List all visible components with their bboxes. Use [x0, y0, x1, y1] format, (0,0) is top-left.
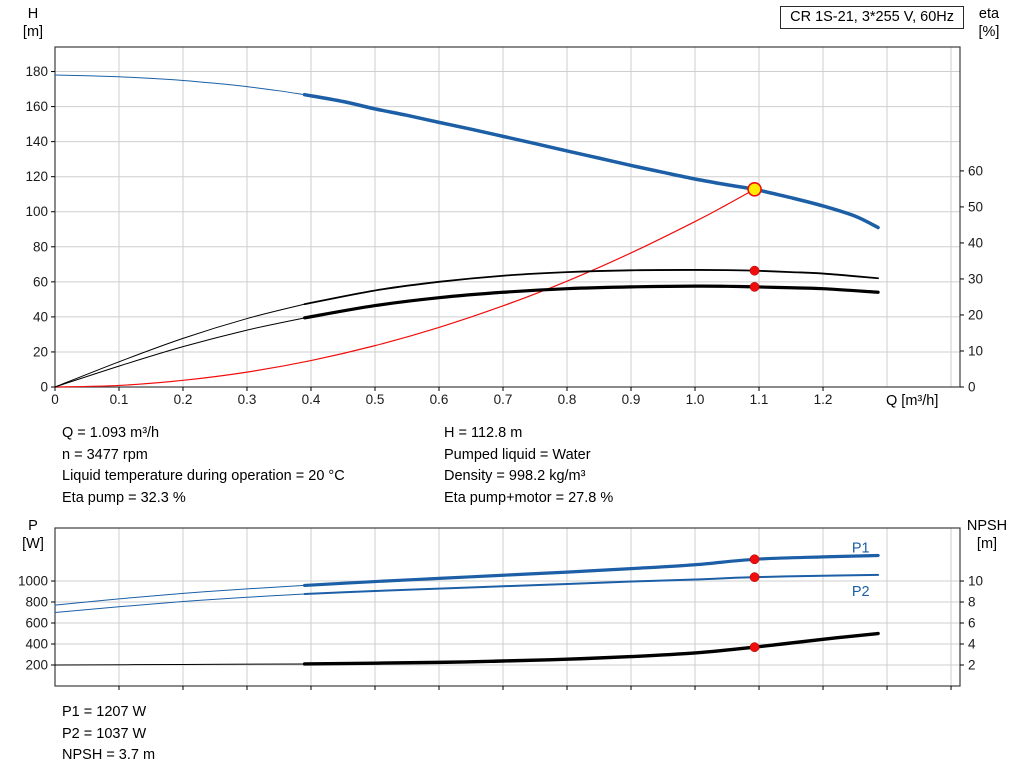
y-right-tick-label: 20 [968, 307, 983, 322]
npsh-dot [749, 642, 760, 653]
npsh-curve-thin [54, 663, 306, 666]
y-right-tick-label: 60 [968, 163, 983, 178]
y-right-tick-label: 0 [968, 380, 976, 395]
y-right-tick-label: 50 [968, 199, 983, 214]
npsh-axis-symbol: NPSH [966, 518, 1008, 534]
p1-label: P1 [852, 540, 870, 556]
head-axis-symbol: H [27, 6, 39, 22]
info-density: Density = 998.2 kg/m³ [444, 468, 586, 484]
y-right-tick-label: 4 [968, 637, 976, 652]
y-left-tick-label: 400 [25, 637, 48, 652]
p2-curve-thin [54, 593, 306, 614]
p2-curve [303, 573, 880, 596]
npsh-axis-unit: [m] [976, 536, 998, 552]
y-left-tick-label: 60 [33, 274, 48, 289]
y-left-tick-label: 100 [25, 204, 48, 219]
plot-frame [54, 46, 961, 388]
y-left-tick-label: 200 [25, 658, 48, 673]
info-head: H = 112.8 m [444, 425, 523, 441]
result-npsh: NPSH = 3.7 m [62, 747, 156, 763]
y-right-tick-label: 30 [968, 271, 983, 286]
result-p1: P1 = 1207 W [62, 704, 147, 720]
result-p2: P2 = 1037 W [62, 725, 147, 742]
x-tick-label: 1.0 [686, 392, 705, 407]
y-left-tick-label: 0 [40, 380, 48, 395]
y-left-tick-label: 1000 [18, 574, 48, 589]
eta-pump-curve [303, 269, 879, 306]
p1-curve [303, 553, 880, 588]
info-flow: Q = 1.093 m³/h [62, 425, 160, 441]
x-tick-label: 0.1 [110, 392, 129, 407]
p2-dot [749, 572, 760, 582]
y-right-tick-label: 10 [968, 343, 983, 358]
h-curve-thin [54, 74, 306, 96]
eta-axis-title: eta [%] [963, 5, 1015, 41]
x-tick-label: 0.7 [494, 392, 513, 407]
results-block: P1 = 1207 W P2 = 1037 W NPSH = 3.7 m [62, 702, 155, 767]
system-curve [54, 188, 756, 388]
y-right-tick-label: 10 [968, 574, 983, 589]
p2-label: P2 [852, 584, 870, 600]
y-right-tick-label: 2 [968, 658, 976, 673]
x-tick-label: 0.8 [558, 392, 577, 407]
x-tick-label: 1.2 [814, 392, 833, 407]
y-left-tick-label: 800 [25, 595, 48, 610]
eta-pump-motor-curve [303, 284, 880, 320]
head-axis-title: H [m] [9, 5, 57, 41]
duty-point-marker [747, 182, 762, 197]
plot-frame [54, 527, 961, 687]
y-left-tick-label: 140 [25, 134, 48, 149]
x-tick-label: 0.5 [366, 392, 385, 407]
info-liquid-temperature: Liquid temperature during operation = 20… [62, 468, 345, 484]
eta-pump-motor-curve-thin [54, 317, 306, 388]
eta-axis-symbol: eta [978, 6, 1000, 22]
info-eta-pump: Eta pump = 32.3 % [62, 489, 186, 506]
pump-type-label: CR 1S-21, 3*255 V, 60Hz [780, 6, 964, 29]
p1-dot [749, 554, 760, 565]
y-left-tick-label: 80 [33, 239, 48, 254]
power-axis-unit: [W] [22, 536, 44, 552]
eta-pump-dot [749, 265, 760, 276]
x-tick-label: 0.2 [174, 392, 193, 407]
head-axis-unit: [m] [22, 24, 44, 40]
y-left-tick-label: 40 [33, 309, 48, 324]
x-tick-label: 0 [51, 392, 59, 407]
p1-curve-thin [54, 584, 306, 606]
eta-axis-unit: [%] [978, 24, 1000, 40]
y-right-tick-label: 8 [968, 595, 976, 610]
x-tick-label: 1.1 [750, 392, 769, 407]
flow-axis-title: Q [m³/h] [886, 393, 939, 409]
x-tick-label: 0.4 [302, 392, 321, 407]
y-right-tick-label: 40 [968, 235, 983, 250]
operating-data-left: Q = 1.093 m³/h n = 3477 rpm Liquid tempe… [62, 423, 345, 509]
y-left-tick-label: 120 [25, 169, 48, 184]
y-left-tick-label: 20 [33, 344, 48, 359]
x-tick-label: 0.9 [622, 392, 641, 407]
operating-data-right: H = 112.8 m Pumped liquid = Water Densit… [444, 423, 613, 509]
h-curve [302, 92, 880, 230]
y-left-tick-label: 600 [25, 616, 48, 631]
npsh-curve [302, 631, 880, 666]
eta-pump-motor-dot [749, 282, 760, 292]
eta-pump-curve-thin [54, 303, 306, 388]
y-left-tick-label: 180 [25, 64, 48, 79]
info-speed: n = 3477 rpm [62, 446, 148, 463]
x-tick-label: 0.6 [430, 392, 449, 407]
info-eta-pump-motor: Eta pump+motor = 27.8 % [444, 489, 614, 506]
y-left-tick-label: 160 [25, 99, 48, 114]
power-axis-title: P [W] [9, 517, 57, 553]
power-axis-symbol: P [28, 518, 38, 534]
x-tick-label: 0.3 [238, 392, 257, 407]
y-right-tick-label: 6 [968, 616, 976, 631]
info-pumped-liquid: Pumped liquid = Water [444, 446, 591, 463]
npsh-axis-title: NPSH [m] [956, 517, 1018, 553]
